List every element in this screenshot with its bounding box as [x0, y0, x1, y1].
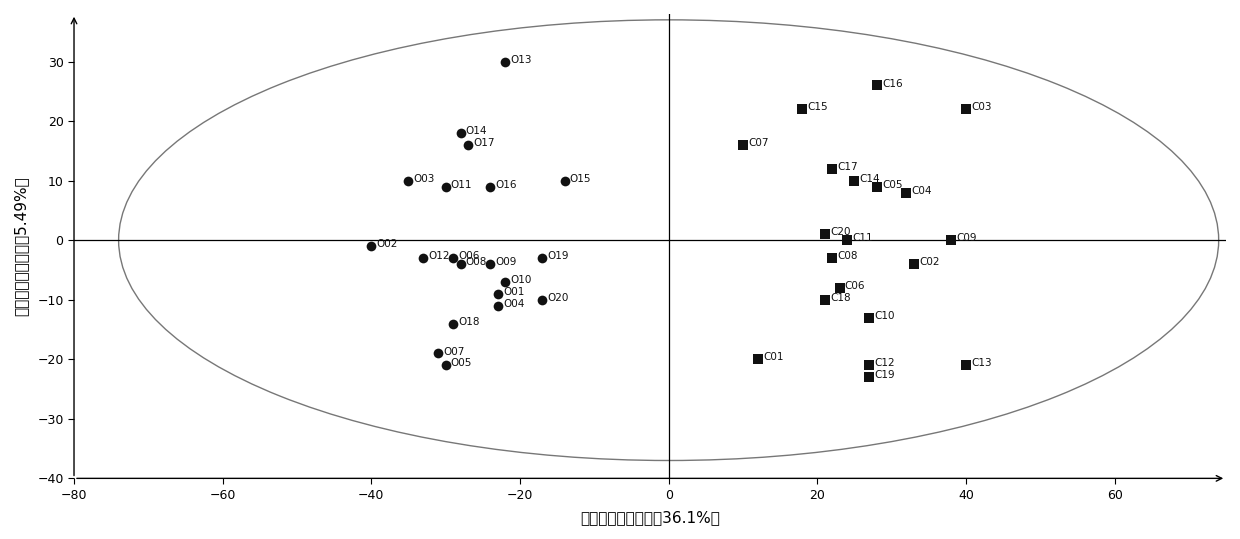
Text: C12: C12: [874, 358, 895, 369]
Text: C11: C11: [852, 233, 873, 244]
Text: C15: C15: [807, 102, 828, 112]
Text: O20: O20: [548, 293, 569, 303]
Text: O10: O10: [511, 275, 532, 285]
Text: O15: O15: [570, 174, 591, 184]
Text: C04: C04: [911, 186, 932, 196]
Text: O17: O17: [474, 138, 495, 148]
Text: C13: C13: [971, 358, 992, 369]
X-axis label: 第一潜在变量得分（36.1%）: 第一潜在变量得分（36.1%）: [580, 510, 720, 525]
Text: C19: C19: [874, 370, 895, 381]
Y-axis label: 第二潜在变量得分（5.49%）: 第二潜在变量得分（5.49%）: [14, 176, 29, 316]
Text: C06: C06: [844, 281, 866, 291]
Text: O06: O06: [459, 251, 480, 261]
Text: O14: O14: [466, 126, 487, 136]
Text: O07: O07: [444, 347, 465, 356]
Text: C10: C10: [874, 311, 895, 321]
Text: C16: C16: [882, 79, 903, 88]
Text: O08: O08: [466, 257, 487, 267]
Text: C18: C18: [830, 293, 851, 303]
Text: O05: O05: [451, 358, 472, 369]
Text: O03: O03: [414, 174, 435, 184]
Text: C05: C05: [882, 180, 903, 190]
Text: C02: C02: [919, 257, 940, 267]
Text: C08: C08: [837, 251, 858, 261]
Text: O01: O01: [503, 287, 525, 297]
Text: O04: O04: [503, 299, 525, 309]
Text: C20: C20: [830, 227, 851, 237]
Text: O16: O16: [496, 180, 517, 190]
Text: O18: O18: [459, 317, 480, 327]
Text: C01: C01: [763, 353, 784, 363]
Text: O11: O11: [451, 180, 472, 190]
Text: C14: C14: [859, 174, 880, 184]
Text: O02: O02: [377, 239, 398, 250]
Text: O09: O09: [496, 257, 517, 267]
Text: C07: C07: [748, 138, 769, 148]
Text: C17: C17: [837, 162, 858, 172]
Text: O19: O19: [548, 251, 569, 261]
Text: C09: C09: [956, 233, 977, 244]
Text: C03: C03: [971, 102, 992, 112]
Text: O13: O13: [511, 55, 532, 65]
Text: O12: O12: [429, 251, 450, 261]
